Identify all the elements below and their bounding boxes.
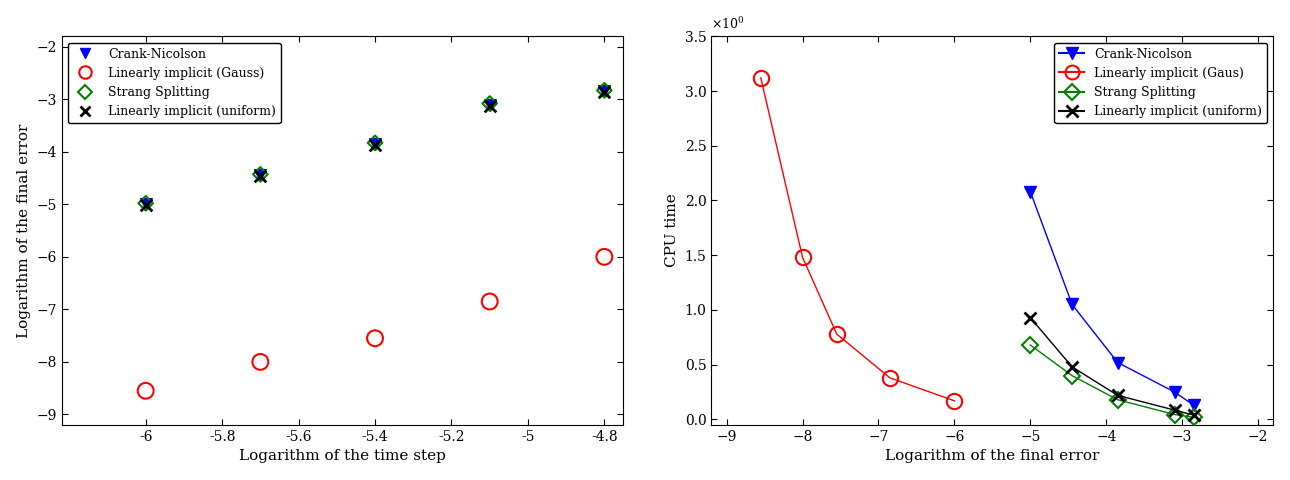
Point	[135, 202, 156, 209]
Point	[595, 87, 615, 95]
Point	[250, 172, 271, 180]
Point	[135, 201, 156, 208]
Y-axis label: Logarithm of the final error: Logarithm of the final error	[17, 123, 31, 338]
Legend: Crank-Nicolson, Linearly implicit (Gaus), Strang Splitting, Linearly implicit (u: Crank-Nicolson, Linearly implicit (Gaus)…	[1054, 43, 1267, 123]
Point	[365, 335, 386, 342]
Point	[595, 89, 615, 96]
Point	[135, 199, 156, 207]
Y-axis label: CPU time: CPU time	[666, 194, 679, 267]
Point	[480, 101, 501, 108]
X-axis label: Logarithm of the final error: Logarithm of the final error	[885, 449, 1099, 463]
Point	[365, 139, 386, 147]
Point	[480, 298, 501, 305]
Point	[250, 173, 271, 180]
X-axis label: Logarithm of the time step: Logarithm of the time step	[239, 449, 446, 463]
Point	[595, 253, 615, 261]
Legend: Crank-Nicolson, Linearly implicit (Gauss), Strang Splitting, Linearly implicit (: Crank-Nicolson, Linearly implicit (Gauss…	[68, 43, 281, 123]
Text: $\mathdefault{\times10^{0}}$: $\mathdefault{\times10^{0}}$	[712, 16, 746, 32]
Point	[250, 170, 271, 178]
Point	[480, 100, 501, 108]
Point	[480, 102, 501, 109]
Point	[135, 387, 156, 395]
Point	[250, 358, 271, 366]
Point	[595, 86, 615, 94]
Point	[365, 141, 386, 149]
Point	[365, 140, 386, 148]
